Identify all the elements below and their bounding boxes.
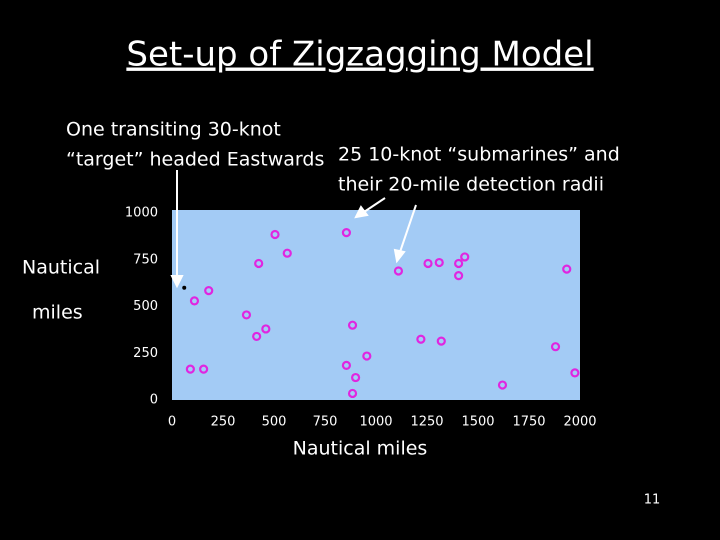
submarine-point <box>252 331 262 342</box>
submarine-point <box>550 342 561 352</box>
submarine-point <box>562 264 572 274</box>
page-number: 11 <box>644 493 661 508</box>
arrow-head <box>393 248 406 264</box>
annotation: their 20-mile detection radii <box>338 174 604 196</box>
x-tick-label: 750 <box>313 415 338 430</box>
submarine-point <box>341 360 352 371</box>
x-tick-label: 500 <box>262 415 287 430</box>
submarine-point <box>347 388 358 399</box>
x-tick-label: 1250 <box>410 415 443 430</box>
x-tick-label: 1500 <box>461 415 494 430</box>
submarine-point <box>434 257 444 268</box>
arrows <box>170 170 417 289</box>
y-tick-label: 500 <box>133 299 158 314</box>
arrow-head <box>354 205 369 219</box>
x-tick-label: 250 <box>211 415 236 430</box>
submarine-point <box>254 258 264 269</box>
submarine-point <box>341 228 352 238</box>
submarine-point <box>347 320 358 330</box>
submarine-point <box>189 296 200 306</box>
annotation: 25 10-knot “submarines” and <box>338 144 620 166</box>
y-tick-label: 1000 <box>125 206 158 221</box>
x-tick-label: 1750 <box>512 415 545 430</box>
arrow-head <box>170 275 184 289</box>
slide-title: Set-up of Zigzagging Model <box>126 35 593 75</box>
x-axis-label: Nautical miles <box>293 438 428 460</box>
submarine-point <box>241 310 252 320</box>
submarine-point <box>185 364 195 374</box>
submarine-point <box>282 248 292 258</box>
y-tick-label: 0 <box>150 393 158 408</box>
submarine-point <box>423 258 433 269</box>
submarine-point <box>393 266 404 276</box>
annotation: One transiting 30-knot <box>66 119 281 141</box>
target-point <box>182 285 187 290</box>
plot-area: 0 250 500 750 1000 1250 1500 1750 2000 0 250 500 750… <box>125 206 597 430</box>
y-axis-label: Nautical <box>22 257 100 279</box>
y-tick-label: 750 <box>133 252 158 267</box>
submarine-point <box>204 286 214 296</box>
submarine-point <box>199 364 209 374</box>
x-tick-label: 1000 <box>359 415 392 430</box>
submarine-point <box>362 351 372 361</box>
annotation: “target” headed Eastwards <box>66 149 324 171</box>
x-tick-label: 0 <box>168 415 176 430</box>
plot-background <box>172 210 580 400</box>
submarine-point <box>454 258 464 269</box>
submarine-point <box>460 252 470 262</box>
submarine-point <box>436 336 446 346</box>
x-tick-label: 2000 <box>563 415 596 430</box>
submarine-point <box>570 368 580 378</box>
y-axis-label: miles <box>32 302 83 324</box>
submarine-point <box>416 334 426 344</box>
submarine-point <box>351 372 361 383</box>
y-tick-label: 250 <box>133 346 158 361</box>
arrow <box>363 197 386 213</box>
submarine-point <box>261 324 271 334</box>
arrow <box>399 204 417 253</box>
submarine-point <box>270 229 280 240</box>
submarine-point <box>454 271 464 281</box>
submarine-point <box>497 380 508 390</box>
